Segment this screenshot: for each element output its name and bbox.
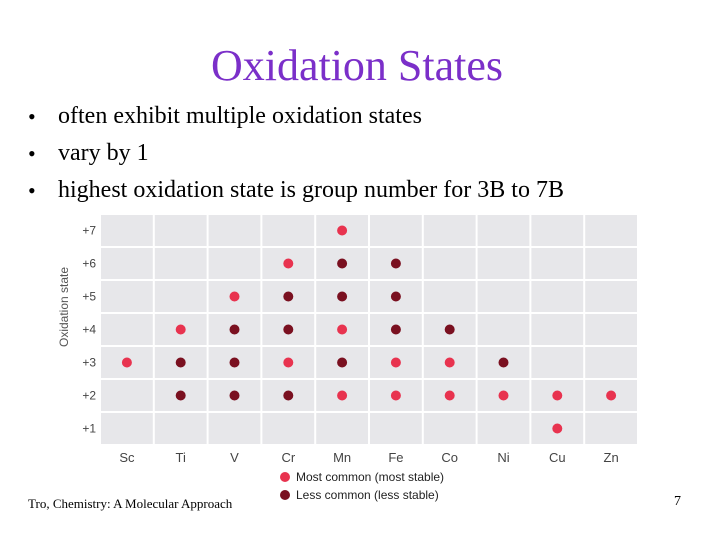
data-point-less-common [229, 390, 240, 401]
bullet-text: vary by 1 [58, 140, 149, 166]
x-tick-label: Cr [281, 450, 295, 465]
data-point-most-common [337, 390, 348, 401]
x-tick-labels: Sc Ti V Cr Mn Fe Co Ni Cu Zn [119, 450, 618, 465]
x-tick-label: Ti [176, 450, 186, 465]
y-tick-label: +6 [82, 257, 96, 271]
data-point-most-common [498, 390, 509, 401]
data-point-less-common [337, 291, 348, 302]
data-points [121, 225, 617, 434]
data-point-most-common [552, 390, 563, 401]
legend-marker-most-common [280, 472, 290, 482]
x-tick-label: V [230, 450, 239, 465]
legend-marker-less-common [280, 490, 290, 500]
data-point-less-common [498, 357, 509, 368]
data-point-most-common [337, 225, 348, 236]
data-point-less-common [175, 390, 186, 401]
legend-label-most-common: Most common (most stable) [296, 470, 444, 484]
y-tick-labels: +1 +2 +3 +4 +5 +6 +7 [82, 224, 96, 436]
data-point-most-common [606, 390, 617, 401]
y-tick-label: +1 [82, 422, 96, 436]
bullet-list: • often exhibit multiple oxidation states… [28, 98, 564, 209]
data-point-less-common [390, 291, 401, 302]
data-point-most-common [444, 357, 455, 368]
data-point-most-common [229, 291, 240, 302]
data-point-most-common [283, 357, 294, 368]
page-number: 7 [674, 494, 681, 509]
data-point-less-common [175, 357, 186, 368]
data-point-less-common [337, 357, 348, 368]
data-point-most-common [175, 324, 186, 335]
bullet-text: often exhibit multiple oxidation states [58, 103, 422, 129]
grid-lines [99, 213, 639, 446]
data-point-less-common [390, 258, 401, 269]
x-tick-label: Zn [604, 450, 619, 465]
data-point-less-common [283, 324, 294, 335]
data-point-less-common [337, 258, 348, 269]
data-point-most-common [337, 324, 348, 335]
y-tick-label: +3 [82, 356, 96, 370]
x-tick-label: Ni [497, 450, 509, 465]
y-tick-label: +7 [82, 224, 96, 238]
x-tick-label: Mn [333, 450, 351, 465]
footer-citation: Tro, Chemistry: A Molecular Approach [28, 496, 233, 511]
y-axis-label: Oxidation state [57, 267, 71, 347]
bullet-text: highest oxidation state is group number … [58, 177, 564, 203]
y-tick-label: +5 [82, 290, 96, 304]
data-point-most-common [283, 258, 294, 269]
x-tick-label: Sc [119, 450, 135, 465]
bullet-icon: • [28, 178, 36, 203]
slide-title: Oxidation States [210, 41, 504, 90]
legend: Most common (most stable) Less common (l… [280, 470, 444, 502]
data-point-less-common [229, 357, 240, 368]
x-tick-label: Fe [388, 450, 403, 465]
data-point-most-common [121, 357, 132, 368]
data-point-less-common [229, 324, 240, 335]
bullet-item: • highest oxidation state is group number… [28, 172, 564, 209]
bullet-icon: • [28, 141, 36, 166]
data-point-less-common [444, 324, 455, 335]
y-tick-label: +2 [82, 389, 96, 403]
bullet-item: • vary by 1 [28, 135, 564, 172]
data-point-most-common [390, 357, 401, 368]
x-tick-label: Co [441, 450, 458, 465]
x-tick-label: Cu [549, 450, 566, 465]
data-point-most-common [444, 390, 455, 401]
data-point-less-common [390, 324, 401, 335]
data-point-less-common [283, 291, 294, 302]
data-point-less-common [283, 390, 294, 401]
data-point-most-common [552, 423, 563, 434]
y-tick-label: +4 [82, 323, 96, 337]
legend-label-less-common: Less common (less stable) [296, 488, 439, 502]
data-point-most-common [390, 390, 401, 401]
bullet-icon: • [28, 104, 36, 129]
bullet-item: • often exhibit multiple oxidation states [28, 98, 564, 135]
